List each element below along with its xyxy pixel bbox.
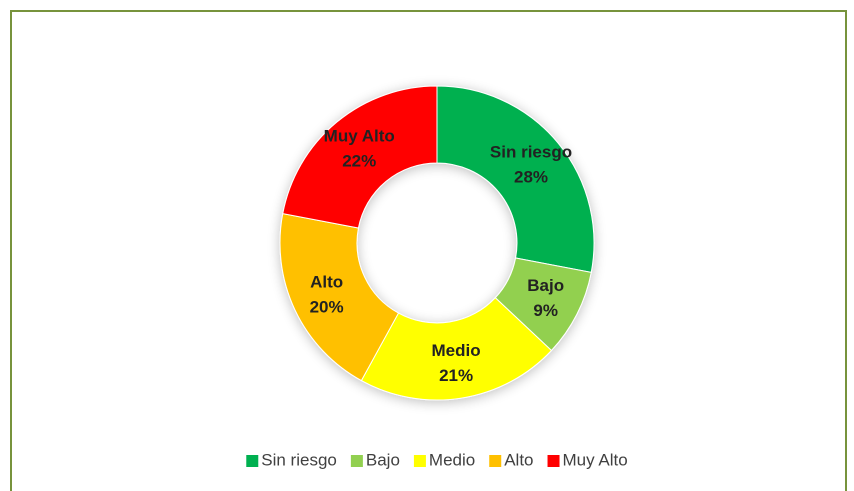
donut: [279, 85, 595, 401]
chart-frame: [10, 10, 847, 491]
data-label-name: Medio: [432, 341, 481, 360]
legend-swatch: [547, 455, 560, 467]
donut-slice: [360, 297, 553, 401]
data-label-name: Muy Alto: [324, 126, 395, 145]
data-label-value: 28%: [514, 168, 548, 187]
data-label-value: 21%: [439, 366, 473, 385]
data-label-name: Sin riesgo: [490, 143, 572, 162]
donut-slice: [282, 85, 438, 229]
legend-label: Medio: [429, 450, 475, 469]
donut-slice: [436, 85, 595, 274]
legend-swatch: [246, 455, 259, 467]
legend-swatch: [489, 455, 502, 467]
data-label-value: 20%: [310, 297, 344, 316]
data-label-value: 22%: [342, 151, 376, 170]
legend-label: Bajo: [366, 450, 400, 469]
donut-slice: [279, 212, 400, 382]
legend-swatch: [413, 455, 426, 467]
legend-label: Alto: [504, 450, 533, 469]
legend-swatch: [350, 455, 363, 467]
data-label-value: 9%: [533, 301, 558, 320]
data-label-name: Bajo: [527, 276, 564, 295]
data-label-name: Alto: [310, 272, 343, 291]
legend-label: Muy Alto: [563, 450, 628, 469]
legend-label: Sin riesgo: [261, 450, 337, 469]
